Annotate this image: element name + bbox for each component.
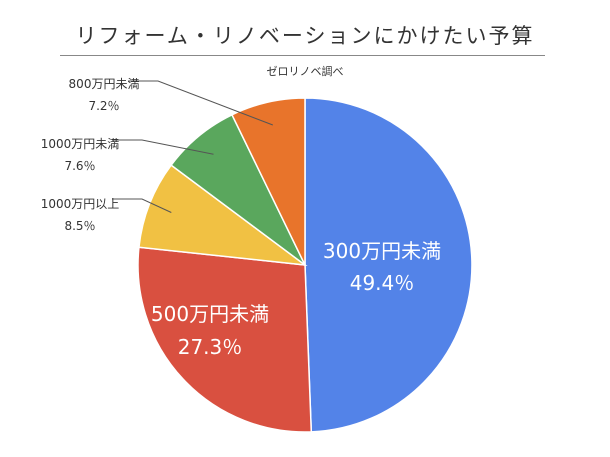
pie-slice-1 [304,97,473,433]
title-divider [60,55,545,56]
slice-value-4: 7.6％ [64,159,95,173]
chart-subtitle: ゼロリノベ調べ [266,65,344,78]
slice-label-5: 800万円未満 [69,77,140,91]
slice-label-4: 1000万円未満 [41,137,120,151]
slice-value-2: 27.3％ [178,335,243,359]
slice-label-2: 500万円未満 [151,302,269,326]
leader-line-4 [112,139,214,155]
slice-label-3: 1000万円以上 [41,197,120,211]
pie-slice-3 [138,164,308,267]
chart-title: リフォーム・リノベーションにかけたい予算 [75,24,535,48]
slice-value-1: 49.4％ [350,271,415,295]
leader-line-3 [112,198,172,213]
slice-value-3: 8.5％ [64,219,95,233]
slice-value-5: 7.2％ [88,99,119,113]
pie-slice-5 [230,97,306,266]
slice-label-1: 300万円未満 [323,239,441,263]
pie-slice-2 [137,246,313,433]
leader-line-5 [128,80,273,126]
